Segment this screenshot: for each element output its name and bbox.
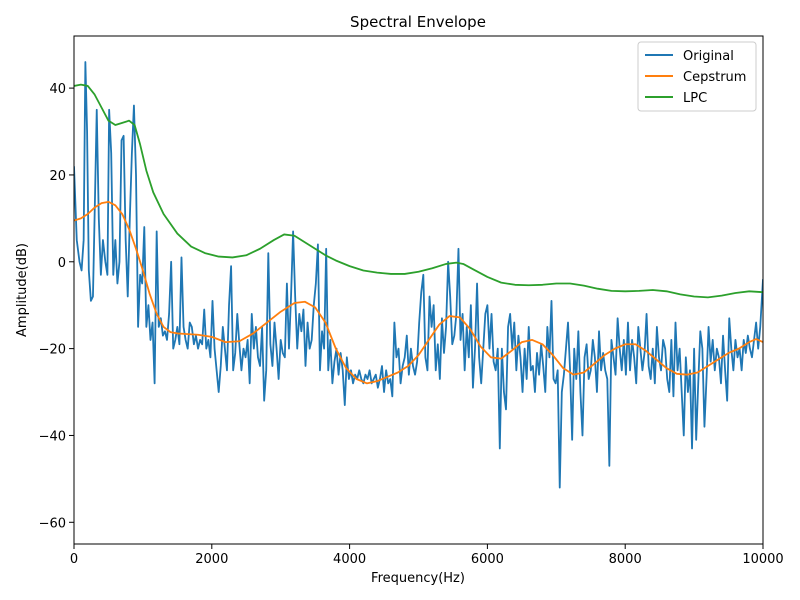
y-tick-label: 0 [58,256,66,271]
legend: Original Cepstrum LPC [637,41,757,112]
legend-label-lpc: LPC [683,91,707,106]
y-tick-label: 40 [49,82,66,97]
y-tick-label: −40 [39,429,66,444]
x-axis-label: Frequency(Hz) [371,571,465,586]
series-line-cepstrum [74,200,763,385]
series-layer [74,61,763,489]
x-tick-label: 8000 [609,552,642,567]
plot-frame [73,35,764,545]
x-tick-label: 2000 [195,552,228,567]
x-tick-label: 10000 [742,552,783,567]
chart-title: Spectral Envelope [350,13,486,31]
series-line-lpc [74,83,763,299]
series-line-original [74,61,763,489]
x-tick-label: 4000 [333,552,366,567]
legend-label-original: Original [683,49,734,64]
x-axis-ticks: 0 2000 4000 6000 8000 10000 [70,544,784,567]
y-axis-ticks: −60 −40 −20 0 20 40 [39,82,74,531]
y-tick-label: −20 [39,343,66,358]
legend-label-cepstrum: Cepstrum [683,70,746,85]
y-tick-label: 20 [49,169,66,184]
y-axis-label: Amplitude(dB) [15,243,30,337]
y-tick-label: −60 [39,516,66,531]
x-tick-label: 0 [70,552,78,567]
x-tick-label: 6000 [471,552,504,567]
legend-box [637,41,757,112]
